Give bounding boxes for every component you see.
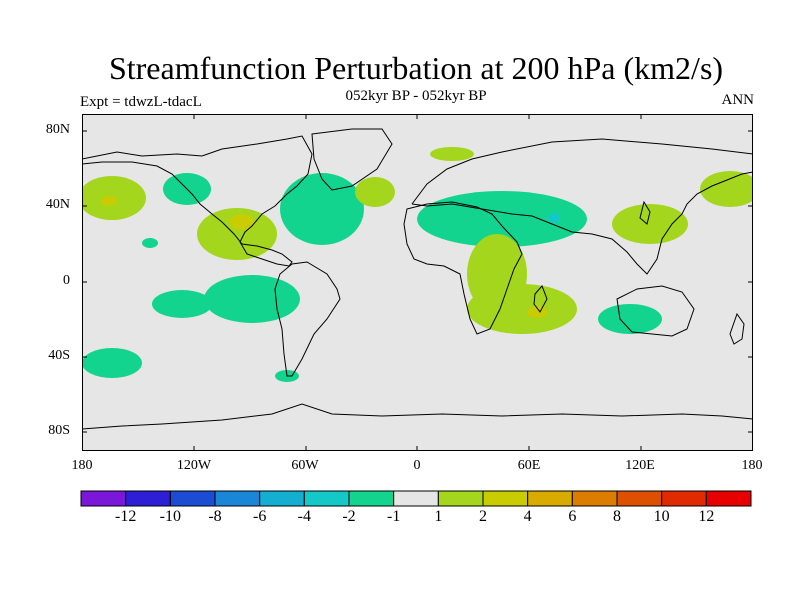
colorbar-swatch [705,490,752,507]
positive-anomaly [612,204,688,244]
colorbar-swatch [303,490,350,507]
x-tick-label: 60W [291,458,319,473]
south-america-coast [274,261,341,377]
colorbar-label: -2 [342,508,356,525]
x-tick-label: 0 [413,458,421,473]
colorbar-label: 8 [613,508,621,525]
negative-anomaly-core [548,213,560,223]
positive-anomaly-core [230,214,254,230]
greenland-coast [311,128,393,191]
colorbar-label: -10 [159,508,181,525]
positive-anomaly [197,208,277,260]
x-tick-label: 180 [71,458,93,473]
x-tick-label: 120W [176,458,212,473]
colorbar-label: 2 [479,508,487,525]
colorbar-label: 4 [523,508,532,525]
colorbar-label: -4 [297,508,311,525]
y-tick-label: 40N [45,197,70,212]
negative-anomaly [598,304,662,334]
x-tick-label: 120E [625,458,655,473]
antarctica-coast [82,403,753,430]
experiment-label: Expt = tdwzL-tdacL [80,94,202,110]
negative-anomaly [82,348,142,378]
coastlines [82,128,753,430]
colorbar-swatch [527,490,573,507]
y-tick-label: 80N [45,122,70,137]
colorbar-label: -6 [252,508,267,525]
colorbar [80,490,752,507]
madagascar-coast [533,285,548,313]
x-tick-label: 60E [517,458,541,473]
colorbar-label: 6 [568,508,577,525]
colorbar-swatch [125,490,171,507]
new-zealand-coast [729,312,745,345]
negative-anomaly [280,173,364,245]
y-tick-label: 40S [48,348,70,363]
positive-anomaly [430,147,474,161]
eurasia-coast [411,138,753,275]
colorbar-swatch [482,490,529,507]
colorbar-swatch [80,490,127,507]
season-label: ANN [721,92,755,108]
y-tick-label: 0 [63,273,70,288]
axis-ticks [82,114,753,451]
ocean-background [82,114,753,451]
colorbar-label: -8 [208,508,222,525]
positive-anomaly [467,284,577,334]
colorbar-label: 1 [434,508,443,525]
chart-title: Streamfunction Perturbation at 200 hPa (… [108,50,724,86]
colorbar-swatch [348,490,395,507]
positive-anomaly-core [101,196,117,206]
colorbar-label: -12 [114,508,137,525]
colorbar-swatch [437,490,484,507]
colorbar-swatch [571,490,618,507]
colorbar-label: 12 [698,508,715,525]
negative-anomaly [204,275,300,323]
colorbar-swatch [661,490,707,507]
negative-anomaly [152,290,212,318]
colorbar-label: -1 [386,508,401,525]
positive-anomaly [700,171,753,207]
map-panel [82,114,753,451]
chart-subtitle: 052kyr BP - 052kyr BP [345,88,487,104]
australia-coast [616,285,695,337]
colorbar-swatch [214,490,261,507]
negative-anomaly [142,238,158,248]
japan-coast [639,200,651,225]
colorbar-swatch [393,490,439,507]
colorbar-swatch [616,490,663,507]
positive-anomaly [355,177,395,207]
colorbar-swatch [169,490,216,507]
colorbar-swatch [259,490,305,507]
y-tick-label: 80S [48,423,70,438]
colorbar-label: 10 [653,508,670,525]
africa-coast [403,201,523,335]
x-tick-label: 180 [741,458,763,473]
north-america-coast [82,135,313,267]
